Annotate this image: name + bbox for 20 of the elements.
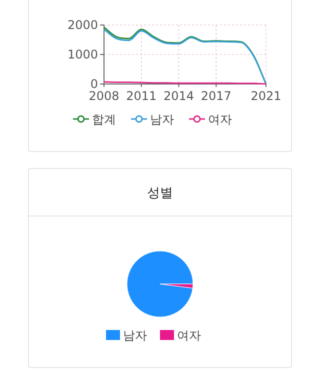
x-tick-label: 2008 xyxy=(88,89,120,103)
legend-item: 여자 xyxy=(189,112,232,126)
chart-title: 성별 xyxy=(147,186,173,201)
x-tick-label: 2021 xyxy=(250,89,282,103)
legend-label: 남자 xyxy=(150,112,174,126)
x-tick-label: 2014 xyxy=(163,89,194,103)
x-tick-label: 2011 xyxy=(126,89,157,103)
legend-item: 합계 xyxy=(73,112,116,126)
legend-label: 여자 xyxy=(208,112,232,126)
legend-label: 남자 xyxy=(123,328,147,342)
y-tick-label: 2000 xyxy=(67,18,98,32)
legend-item: 남자 xyxy=(106,328,147,342)
pie-slice xyxy=(126,250,194,318)
y-tick-label: 0 xyxy=(90,77,98,91)
legend-label: 합계 xyxy=(92,112,116,126)
y-tick-label: 1000 xyxy=(67,48,98,62)
legend-item: 여자 xyxy=(160,328,201,342)
x-tick-label: 2017 xyxy=(200,89,232,103)
legend-label: 여자 xyxy=(177,328,201,342)
legend-item: 남자 xyxy=(131,112,174,126)
